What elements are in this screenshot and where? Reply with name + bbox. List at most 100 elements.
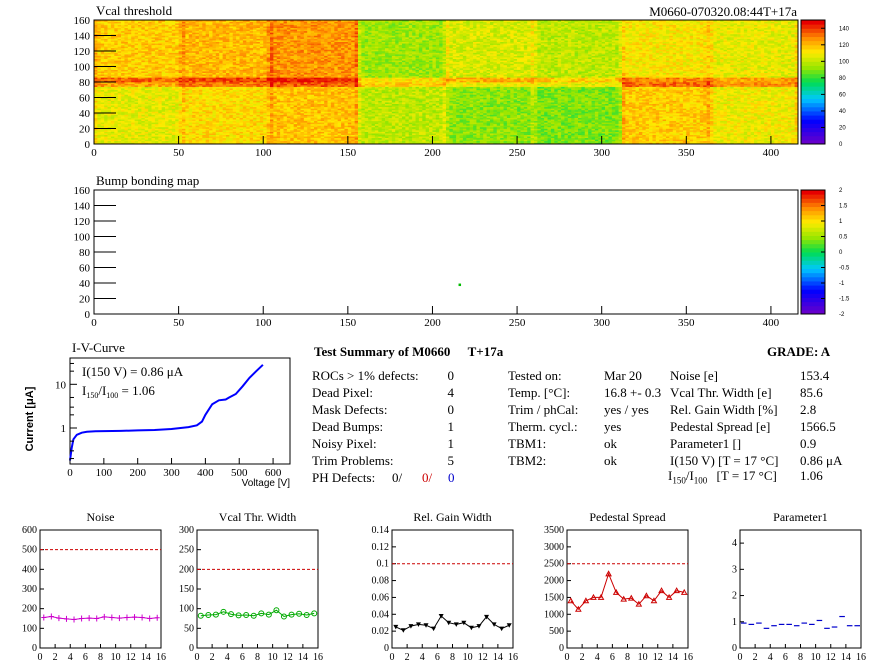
vcal-pixel: [192, 99, 196, 101]
vcal-pixel: [144, 120, 149, 123]
vcal-pixel: [263, 85, 267, 87]
vcal-pixel: [253, 114, 257, 117]
vcal-pixel: [270, 125, 274, 128]
vcal-pixel: [273, 120, 278, 123]
vcal-pixel: [270, 140, 274, 143]
vcal-pixel: [236, 122, 240, 125]
vcal-pixel: [188, 109, 193, 112]
vcal-pixel: [161, 86, 166, 89]
vcal-pixel: [256, 97, 261, 100]
vcal-pixel: [263, 91, 267, 94]
vcal-pixel: [104, 109, 108, 112]
vcal-pixel: [110, 108, 115, 111]
vcal-pixel: [195, 116, 200, 118]
vcal-pixel: [242, 122, 247, 125]
vcal-pixel: [158, 109, 162, 112]
vcal-pixel: [104, 140, 108, 143]
vcal-pixel: [141, 105, 146, 108]
vcal-pixel: [100, 133, 105, 135]
vcal-pixel: [141, 123, 146, 126]
vcal-pixel: [202, 83, 206, 86]
vcal-pixel: [100, 139, 105, 142]
vcal-pixel: [114, 119, 118, 122]
vcal-pixel: [290, 86, 294, 89]
vcal-pixel: [100, 113, 105, 115]
vcal-pixel: [297, 108, 301, 111]
vcal-pixel: [165, 117, 169, 120]
vcal-pixel: [280, 85, 284, 87]
vcal-pixel: [117, 131, 122, 134]
vcal-pixel: [273, 89, 278, 92]
vcal-pixel: [317, 128, 322, 131]
vcal-pixel: [236, 106, 240, 109]
vcal-pixel: [144, 103, 149, 106]
vcal-pixel: [178, 111, 183, 114]
vcal-pixel: [242, 142, 247, 145]
vcal-pixel: [144, 125, 149, 128]
vcal-pixel: [154, 92, 159, 95]
vcal-pixel: [114, 97, 118, 100]
vcal-pixel: [127, 120, 132, 123]
vcal-pixel: [168, 94, 173, 97]
vcal-pixel: [134, 95, 139, 98]
vcal-pixel: [107, 131, 112, 134]
vcal-pixel: [242, 92, 247, 95]
vcal-pixel: [307, 125, 311, 128]
vcal-pixel: [242, 117, 247, 120]
vcal-pixel: [205, 139, 210, 142]
vcal-pixel: [198, 95, 203, 98]
vcal-pixel: [148, 111, 152, 114]
vcal-pixel: [104, 139, 108, 142]
vcal-pixel: [104, 105, 108, 108]
vcal-pixel: [134, 125, 139, 128]
vcal-pixel: [205, 136, 210, 139]
vcal-pixel: [273, 136, 278, 139]
vcal-pixel: [104, 137, 108, 140]
vcal-pixel: [219, 131, 223, 134]
vcal-pixel: [168, 111, 173, 114]
vcal-pixel: [110, 137, 115, 140]
vcal-pixel: [226, 126, 230, 129]
vcal-pixel: [161, 111, 166, 114]
vcal-pixel: [307, 137, 311, 140]
vcal-pixel: [280, 105, 284, 108]
vcal-pixel: [148, 95, 152, 98]
vcal-pixel: [134, 92, 139, 95]
vcal-pixel: [276, 89, 281, 92]
vcal-pixel: [226, 108, 230, 111]
vcal-pixel: [222, 99, 227, 101]
vcal-pixel: [317, 139, 322, 142]
vcal-pixel: [148, 94, 152, 97]
vcal-pixel: [246, 109, 250, 112]
vcal-pixel: [154, 139, 159, 142]
vcal-pixel: [100, 82, 105, 84]
vcal-pixel: [229, 137, 234, 140]
vcal-pixel: [127, 134, 132, 137]
vcal-pixel: [212, 113, 217, 115]
vcal-pixel: [107, 99, 112, 101]
vcal-pixel: [131, 91, 135, 94]
vcal-pixel: [131, 134, 135, 137]
vcal-pixel: [114, 88, 118, 91]
vcal-pixel: [198, 137, 203, 140]
vcal-pixel: [212, 83, 217, 86]
vcal-pixel: [131, 122, 135, 125]
vcal-pixel: [127, 111, 132, 114]
vcal-pixel: [215, 139, 220, 142]
vcal-pixel: [175, 136, 179, 139]
vcal-pixel: [107, 100, 112, 103]
vcal-pixel: [297, 137, 301, 140]
vcal-pixel: [165, 126, 169, 129]
vcal-pixel: [280, 92, 284, 95]
vcal-pixel: [171, 85, 176, 87]
vcal-pixel: [121, 94, 125, 97]
vcal-pixel: [286, 133, 291, 135]
vcal-pixel: [202, 85, 206, 87]
vcal-pixel: [259, 103, 264, 106]
vcal-pixel: [273, 119, 278, 122]
vcal-pixel: [249, 142, 254, 145]
vcal-pixel: [195, 120, 200, 123]
vcal-pixel: [182, 95, 186, 98]
vcal-pixel: [215, 106, 220, 109]
